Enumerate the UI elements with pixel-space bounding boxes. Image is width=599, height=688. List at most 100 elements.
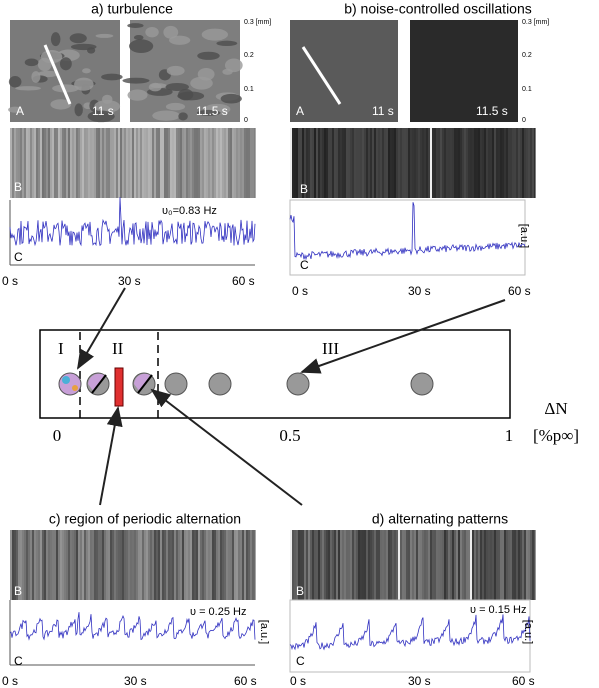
pattern-marker xyxy=(58,367,434,407)
strip-column xyxy=(466,128,468,198)
strip-column xyxy=(424,530,426,600)
strip-column xyxy=(52,530,54,600)
strip-column xyxy=(450,530,452,600)
strip-column xyxy=(78,530,80,600)
strip-column xyxy=(366,128,368,198)
strip-column xyxy=(72,128,74,198)
strip-column xyxy=(374,128,376,198)
strip-column xyxy=(22,530,24,600)
strip-column xyxy=(498,530,500,600)
strip-column xyxy=(158,128,160,198)
strip-column xyxy=(54,530,56,600)
strip-column xyxy=(342,128,344,198)
strip-column xyxy=(382,530,384,600)
strip-column xyxy=(252,128,254,198)
image xyxy=(410,20,518,122)
strip-column xyxy=(62,128,64,198)
time-tick: 30 s xyxy=(408,674,431,688)
strip-column xyxy=(380,128,382,198)
strip-column xyxy=(524,530,526,600)
strip-column xyxy=(360,530,362,600)
strip-column xyxy=(190,128,192,198)
strip-column xyxy=(214,128,216,198)
strip-column xyxy=(422,530,424,600)
strip-column xyxy=(412,128,414,198)
strip-column xyxy=(398,530,400,600)
strip-column xyxy=(426,128,428,198)
strip-column xyxy=(144,128,146,198)
blob xyxy=(15,86,42,91)
strip-column xyxy=(216,128,218,198)
time-trace xyxy=(289,599,531,673)
strip-column xyxy=(508,128,510,198)
strip-column xyxy=(482,128,484,198)
strip-column xyxy=(116,530,118,600)
strip-column xyxy=(326,530,328,600)
strip-column xyxy=(240,128,242,198)
region-label: II xyxy=(112,339,124,358)
strip-column xyxy=(14,128,16,198)
strip-column xyxy=(204,530,206,600)
strip-column xyxy=(132,530,134,600)
strip-column xyxy=(526,128,528,198)
strip-column xyxy=(222,530,224,600)
strip-column xyxy=(100,128,102,198)
strip-column xyxy=(452,530,454,600)
strip-column xyxy=(108,128,110,198)
strip-column xyxy=(168,530,170,600)
strip-column xyxy=(236,530,238,600)
strip-column xyxy=(510,128,512,198)
frequency-label: υ = 0.15 Hz xyxy=(470,604,526,616)
strip-column xyxy=(364,128,366,198)
strip-column xyxy=(204,128,206,198)
blob xyxy=(101,73,123,81)
strip-column xyxy=(172,530,174,600)
strip-column xyxy=(360,128,362,198)
strip-column xyxy=(510,530,512,600)
time-label: 11 s xyxy=(92,104,114,118)
strip-column xyxy=(146,128,148,198)
strip-column xyxy=(390,128,392,198)
strip-column xyxy=(176,128,178,198)
strip-column xyxy=(504,530,506,600)
strip-column xyxy=(388,128,390,198)
strip-column xyxy=(50,128,52,198)
blob xyxy=(133,34,144,41)
strip-column xyxy=(432,128,434,198)
blob xyxy=(52,84,79,93)
time-trace xyxy=(9,600,256,666)
strip-column xyxy=(196,530,198,600)
strip-column xyxy=(94,530,96,600)
blob xyxy=(8,76,22,88)
axis-tick: 1 xyxy=(505,426,514,445)
strip-column xyxy=(216,530,218,600)
strip-column xyxy=(398,128,400,198)
strip-column xyxy=(316,530,318,600)
strip-column xyxy=(232,128,234,198)
strip-column xyxy=(434,530,436,600)
strip-column xyxy=(330,128,332,198)
strip-column xyxy=(212,128,214,198)
trace-line xyxy=(289,614,531,651)
strip-column xyxy=(324,128,326,198)
image-label: A xyxy=(296,104,304,118)
strip-column xyxy=(88,128,90,198)
strip-column xyxy=(358,530,360,600)
strip-column xyxy=(318,128,320,198)
strip-column xyxy=(476,530,478,600)
strip-column xyxy=(124,530,126,600)
strip-column xyxy=(246,530,248,600)
strip-column xyxy=(378,530,380,600)
strip-column xyxy=(524,128,526,198)
blob xyxy=(178,88,194,101)
strip-column xyxy=(404,128,406,198)
strip-column xyxy=(472,128,474,198)
strip-column xyxy=(346,530,348,600)
strip-column xyxy=(74,128,76,198)
strip-column xyxy=(436,530,438,600)
scale-label: 0 xyxy=(244,117,248,124)
strip-column xyxy=(394,128,396,198)
strip-column xyxy=(208,128,210,198)
time-tick: 60 s xyxy=(232,274,255,288)
